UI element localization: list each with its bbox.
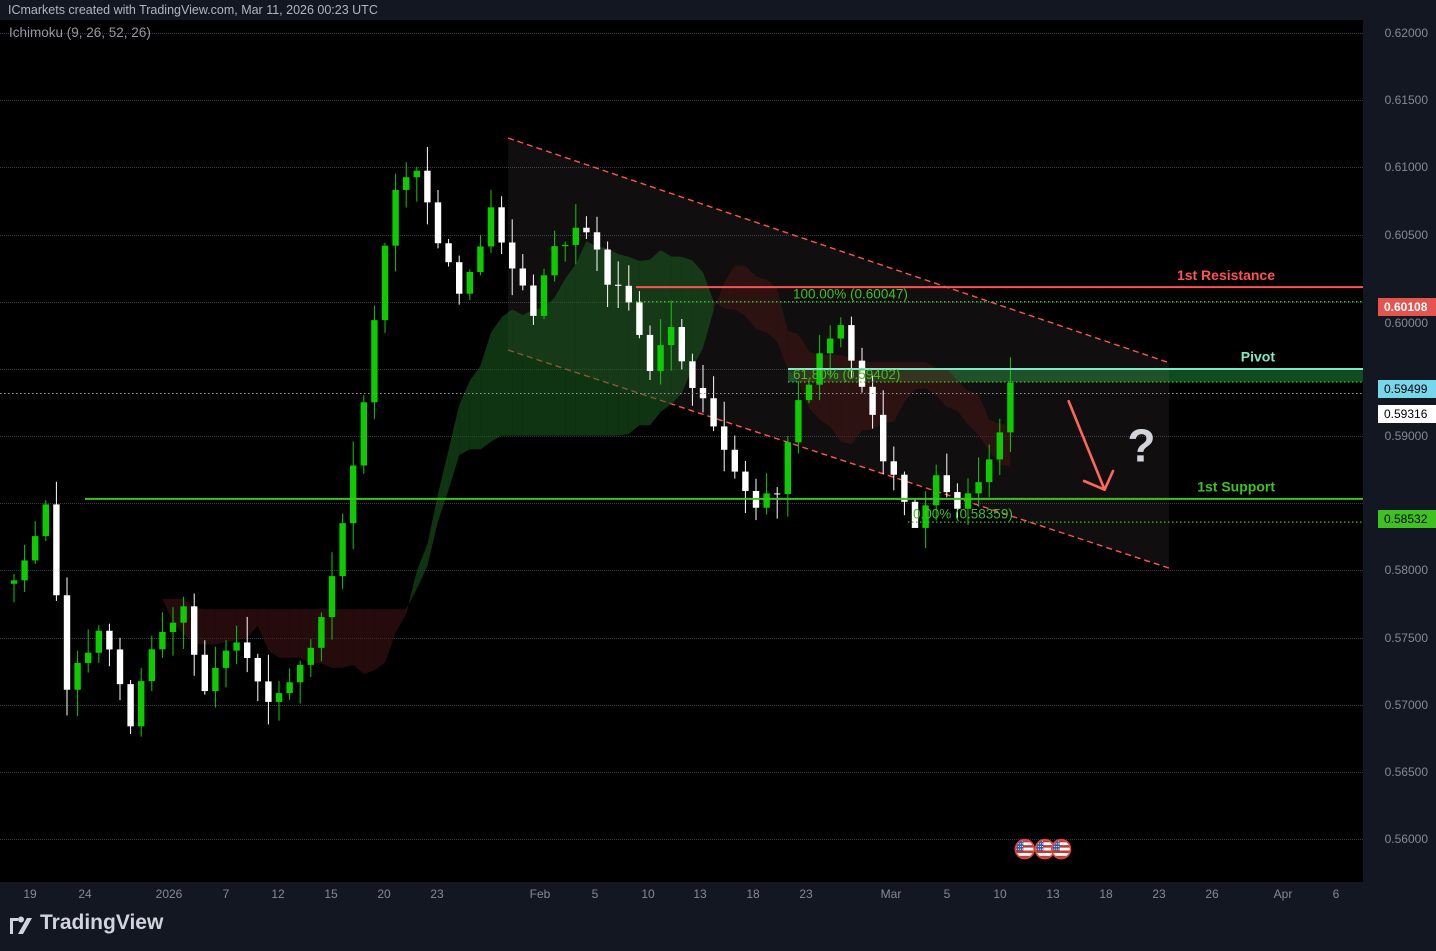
svg-text:1st Support: 1st Support — [1197, 479, 1275, 495]
svg-text:Pivot: Pivot — [1241, 349, 1276, 365]
svg-text:61.80% (0.59402): 61.80% (0.59402) — [793, 367, 900, 382]
svg-text:?: ? — [1127, 419, 1155, 471]
svg-text:1st Resistance: 1st Resistance — [1177, 267, 1275, 283]
svg-text:0.00% (0.58359): 0.00% (0.58359) — [913, 507, 1013, 522]
svg-text:100.00% (0.60047): 100.00% (0.60047) — [793, 287, 908, 302]
